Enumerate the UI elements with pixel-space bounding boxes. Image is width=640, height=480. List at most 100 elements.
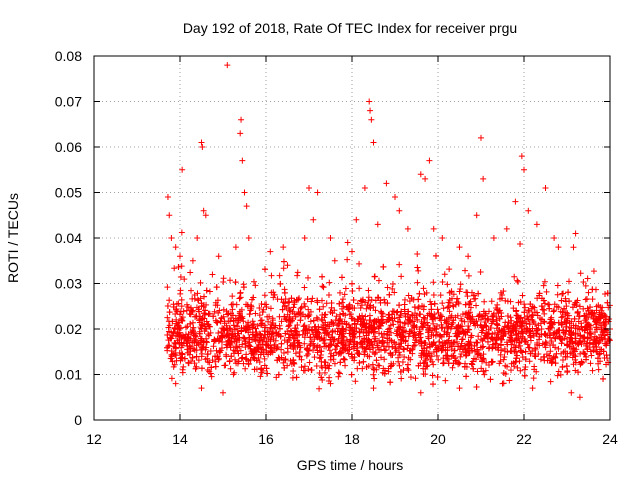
data-point xyxy=(301,322,308,329)
data-point xyxy=(586,339,593,346)
data-point xyxy=(546,352,553,359)
data-point xyxy=(243,203,250,210)
data-point xyxy=(587,330,594,337)
data-point xyxy=(177,273,184,280)
data-point xyxy=(480,308,487,315)
data-point xyxy=(525,307,532,314)
data-point xyxy=(243,351,250,358)
data-point xyxy=(329,319,336,326)
data-point xyxy=(256,304,263,311)
data-point xyxy=(227,344,234,351)
data-point xyxy=(176,349,183,356)
data-point xyxy=(383,180,390,187)
data-point xyxy=(336,317,343,324)
data-point xyxy=(181,276,188,283)
y-tick-label: 0.01 xyxy=(55,367,82,383)
data-point xyxy=(370,319,377,326)
data-point xyxy=(327,353,334,360)
data-point xyxy=(526,358,533,365)
data-point xyxy=(532,320,539,327)
data-point xyxy=(359,296,366,303)
data-point xyxy=(590,315,597,322)
data-point xyxy=(227,310,234,317)
data-point xyxy=(555,368,562,375)
data-point xyxy=(250,294,257,301)
data-point xyxy=(521,309,528,316)
data-point xyxy=(280,258,287,265)
data-point xyxy=(169,318,176,325)
data-point xyxy=(168,375,175,382)
data-point xyxy=(394,318,401,325)
data-point xyxy=(517,347,524,354)
data-point xyxy=(328,304,335,311)
data-point xyxy=(326,323,333,330)
data-point xyxy=(547,348,554,355)
data-point xyxy=(336,289,343,296)
data-point xyxy=(260,346,267,353)
data-point xyxy=(288,295,295,302)
data-point xyxy=(267,248,274,255)
data-point xyxy=(206,359,213,366)
data-point xyxy=(198,385,205,392)
data-point xyxy=(444,324,451,331)
data-point xyxy=(460,328,467,335)
data-point xyxy=(422,175,429,182)
data-point xyxy=(287,318,294,325)
data-point xyxy=(391,289,398,296)
data-point xyxy=(268,272,275,279)
data-point xyxy=(541,319,548,326)
data-point xyxy=(247,307,254,314)
data-point xyxy=(550,341,557,348)
data-point xyxy=(200,301,207,308)
data-point xyxy=(554,372,561,379)
data-point xyxy=(581,327,588,334)
data-point xyxy=(463,373,470,380)
data-point xyxy=(316,369,323,376)
data-point xyxy=(239,157,246,164)
data-point xyxy=(567,350,574,357)
data-point xyxy=(504,298,511,305)
data-point xyxy=(389,343,396,350)
data-point xyxy=(389,285,396,292)
data-point xyxy=(186,310,193,317)
data-point xyxy=(436,338,443,345)
data-point xyxy=(266,313,273,320)
data-point xyxy=(190,346,197,353)
data-point xyxy=(481,371,488,378)
data-point xyxy=(456,360,463,367)
data-point xyxy=(590,347,597,354)
data-point xyxy=(378,316,385,323)
data-point xyxy=(464,329,471,336)
data-point xyxy=(282,296,289,303)
data-point xyxy=(601,354,608,361)
data-point xyxy=(476,312,483,319)
data-point xyxy=(412,375,419,382)
data-point xyxy=(391,339,398,346)
data-point xyxy=(257,351,264,358)
data-point xyxy=(245,324,252,331)
data-point xyxy=(196,308,203,315)
data-point xyxy=(346,324,353,331)
data-point xyxy=(439,279,446,286)
data-point xyxy=(414,316,421,323)
data-point xyxy=(200,207,207,214)
data-point xyxy=(585,289,592,296)
data-point xyxy=(518,153,525,160)
data-point xyxy=(172,340,179,347)
data-point xyxy=(411,304,418,311)
y-tick-label: 0.05 xyxy=(55,185,82,201)
data-point xyxy=(322,359,329,366)
data-point xyxy=(265,342,272,349)
data-point xyxy=(263,301,270,308)
data-point xyxy=(281,303,288,310)
data-point xyxy=(525,207,532,214)
data-point xyxy=(346,311,353,318)
data-point xyxy=(562,353,569,360)
data-point xyxy=(368,116,375,123)
data-point xyxy=(229,293,236,300)
data-point xyxy=(545,301,552,308)
data-point xyxy=(353,325,360,332)
data-point xyxy=(231,369,238,376)
data-point xyxy=(308,298,315,305)
data-point xyxy=(209,357,216,364)
